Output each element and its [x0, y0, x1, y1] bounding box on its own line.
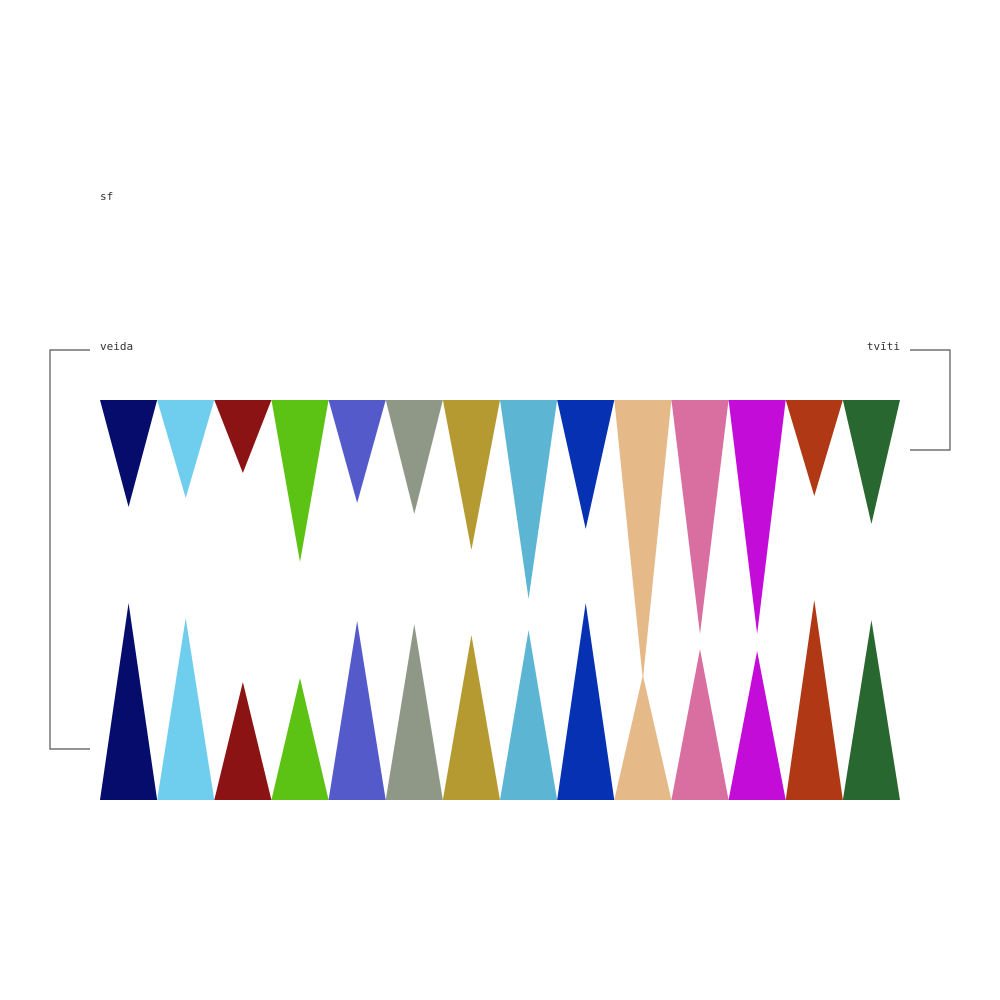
- top-triangle-4: [271, 400, 329, 562]
- top-triangle-11: [671, 400, 729, 634]
- top-triangle-6: [385, 400, 443, 514]
- top-triangle-9: [557, 400, 615, 529]
- bottom-triangle-10: [614, 675, 672, 800]
- chart-marks: [100, 400, 900, 800]
- top-triangle-5: [328, 400, 386, 503]
- series-label-top: veida: [100, 340, 133, 353]
- bottom-triangle-6: [385, 624, 443, 800]
- top-triangle-2: [157, 400, 215, 498]
- bottom-triangle-13: [785, 600, 843, 800]
- bottom-triangle-11: [671, 649, 729, 800]
- top-triangle-7: [442, 400, 500, 550]
- top-triangle-3: [214, 400, 272, 473]
- bottom-triangle-12: [728, 651, 786, 800]
- bottom-triangle-1: [100, 603, 158, 800]
- top-triangle-14: [842, 400, 900, 524]
- bottom-triangle-4: [271, 678, 329, 800]
- top-triangle-12: [728, 400, 786, 634]
- bottom-triangle-3: [214, 682, 272, 800]
- bottom-triangle-5: [328, 621, 386, 800]
- top-triangle-13: [785, 400, 843, 496]
- bottom-triangle-7: [442, 635, 500, 800]
- right-series-bracket: [910, 349, 951, 451]
- top-triangle-1: [100, 400, 158, 507]
- chart-title: sf: [100, 190, 113, 203]
- bottom-triangle-8: [500, 630, 558, 800]
- left-series-bracket: [49, 349, 90, 750]
- top-triangle-10: [614, 400, 672, 680]
- bottom-triangle-2: [157, 618, 215, 800]
- series-label-bottom: tvīti: [867, 340, 900, 353]
- top-triangle-8: [500, 400, 558, 599]
- bottom-triangle-14: [842, 620, 900, 800]
- bottom-triangle-9: [557, 603, 615, 800]
